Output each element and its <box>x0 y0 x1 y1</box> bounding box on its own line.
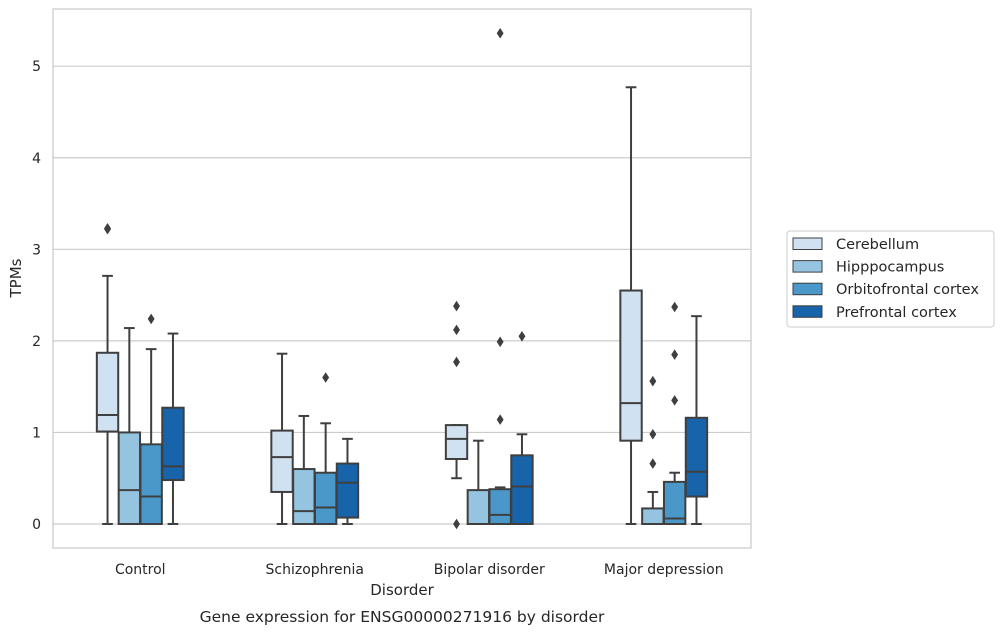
box-body <box>662 480 687 525</box>
y-tick-label: 5 <box>32 59 41 75</box>
outlier-point <box>649 458 657 469</box>
outlier-point <box>496 414 504 425</box>
legend-item: Prefrontal cortex <box>792 305 957 321</box>
outlier-point <box>453 300 460 312</box>
legend-label: Cerebellum <box>836 237 919 253</box>
outlier-point <box>104 223 111 235</box>
legend-item: Cerebellum <box>792 237 919 253</box>
box-body <box>619 289 643 442</box>
x-tick-label: Control <box>115 562 166 578</box>
legend-swatch <box>792 237 823 250</box>
outlier-point <box>518 331 526 342</box>
outlier-point <box>147 313 155 325</box>
box-body <box>335 462 360 519</box>
box <box>161 332 185 525</box>
x-tick-label: Major depression <box>604 562 724 578</box>
box-body <box>510 454 534 525</box>
y-tick-label: 1 <box>32 425 41 441</box>
box-body <box>641 507 665 526</box>
y-axis-title: TPMs <box>7 258 25 298</box>
outlier-point <box>453 324 460 336</box>
legend-label: Hipppocampus <box>836 260 944 276</box>
y-tick-label: 4 <box>32 151 41 167</box>
legend-frame <box>786 230 995 328</box>
box <box>510 331 534 525</box>
legend: Cerebellum Hipppocampus Orbitofrontal cort… <box>786 230 995 328</box>
box <box>292 414 316 525</box>
outlier-point <box>496 27 504 39</box>
box <box>641 375 665 526</box>
x-axis-title: Disorder <box>370 581 434 599</box>
box <box>95 222 120 525</box>
box <box>662 301 687 525</box>
outlier-point <box>453 518 460 530</box>
box <box>335 437 360 525</box>
box <box>619 86 643 525</box>
outlier-point <box>649 375 657 387</box>
box <box>684 315 709 525</box>
box-body <box>95 351 120 433</box>
outlier-point <box>671 349 679 360</box>
x-tick-label: Schizophrenia <box>266 562 364 578</box>
figure-caption: Gene expression for ENSG00000271916 by d… <box>200 608 605 626</box>
y-tick-label: 2 <box>32 334 41 350</box>
box-body <box>161 406 185 482</box>
tick-labels: 0 1 2 3 4 5 Control Schizophrenia Bipolar disord… <box>32 59 724 578</box>
legend-swatch <box>792 305 823 318</box>
outlier-point <box>649 428 657 440</box>
box-series <box>95 27 709 530</box>
box-body <box>292 468 316 525</box>
legend-item: Hipppocampus <box>792 260 944 276</box>
box <box>444 300 469 530</box>
box <box>313 372 338 526</box>
legend-swatch <box>792 260 823 273</box>
box <box>139 313 163 526</box>
box-body <box>466 489 491 526</box>
legend-label: Orbitofrontal cortex <box>836 282 979 298</box>
outlier-point <box>496 336 504 348</box>
box <box>270 352 294 525</box>
box-body <box>313 471 338 526</box>
outlier-point <box>322 372 330 383</box>
box-body <box>117 431 142 525</box>
legend-item: Orbitofrontal cortex <box>792 282 979 298</box>
legend-swatch <box>792 282 823 296</box>
box-body <box>444 424 469 460</box>
y-tick-label: 0 <box>32 517 41 533</box>
x-tick-label: Bipolar disorder <box>434 562 545 578</box>
legend-label: Prefrontal cortex <box>836 305 957 321</box>
outlier-point <box>453 356 460 368</box>
y-tick-label: 3 <box>32 242 41 258</box>
plot-frame <box>52 8 752 549</box>
outlier-point <box>671 301 679 313</box>
box-body <box>684 416 709 498</box>
box-body <box>270 429 294 493</box>
box-body <box>139 443 163 526</box>
outlier-point <box>671 395 679 406</box>
box-body <box>488 488 512 526</box>
